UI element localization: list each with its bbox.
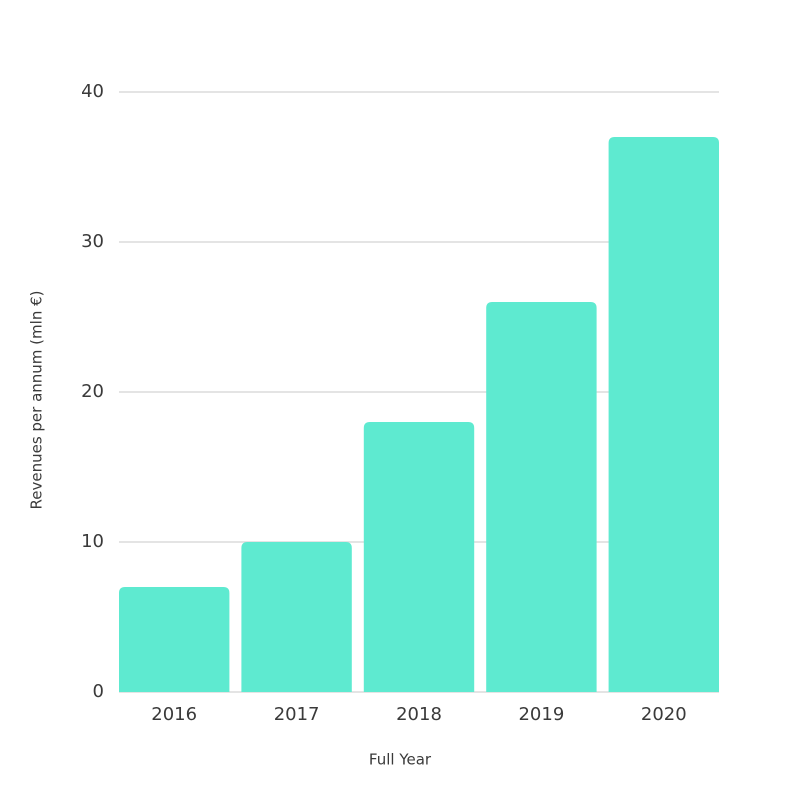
y-tick-label: 10 — [81, 531, 104, 552]
y-tick-label: 20 — [81, 381, 104, 402]
bar — [119, 587, 230, 692]
x-tick-label: 2020 — [641, 704, 687, 725]
x-tick-label: 2019 — [518, 704, 564, 725]
y-tick-label: 40 — [81, 81, 104, 102]
bar — [241, 542, 352, 692]
bar — [608, 137, 719, 692]
x-tick-label: 2016 — [151, 704, 197, 725]
bar — [363, 422, 475, 692]
bar — [486, 302, 597, 692]
x-tick-label: 2018 — [396, 704, 442, 725]
x-axis-title: Full Year — [369, 751, 432, 769]
y-tick-label: 0 — [93, 681, 104, 702]
y-axis-title: Revenues per annum (mln €) — [28, 291, 46, 510]
y-tick-label: 30 — [81, 231, 104, 252]
x-tick-label: 2017 — [274, 704, 320, 725]
